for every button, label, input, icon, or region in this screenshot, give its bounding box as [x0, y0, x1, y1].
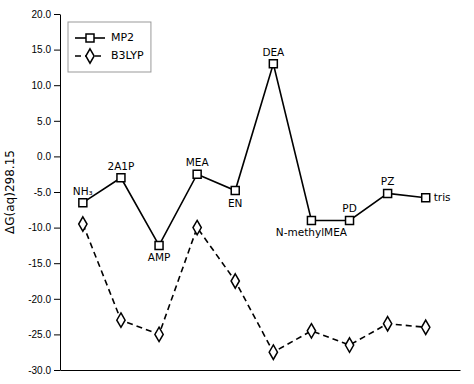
y-tick: -10.0 [28, 222, 60, 233]
marks [79, 60, 430, 360]
annotation: tris [434, 191, 451, 203]
annotation: PD [342, 202, 356, 214]
series-marker [384, 189, 392, 197]
plot: -30.0 -25.0 -20.0 -15.0 -10.0 -5.0 0.0 5.0 10.0 1… [3, 9, 461, 376]
y-tick: -15.0 [28, 258, 60, 269]
y-tick-mark [54, 299, 60, 300]
legend-marker [86, 34, 94, 42]
legend: MP2 B3LYP [68, 22, 151, 72]
annotation: DEA [262, 46, 285, 58]
y-tick-label: -20.0 [28, 294, 51, 305]
series-marker [117, 174, 125, 182]
y-tick-label: -5.0 [34, 187, 52, 198]
y-tick-label: -10.0 [28, 222, 51, 233]
series-marker [307, 216, 315, 224]
annotation: AMP [148, 251, 171, 263]
series-marker [346, 216, 354, 224]
annotation: NH₃ [73, 185, 93, 197]
y-tick: 20.0 [32, 9, 60, 20]
series-marker [422, 194, 430, 202]
series-line [83, 64, 426, 246]
series-marker [307, 324, 315, 338]
y-tick: -5.0 [34, 187, 60, 198]
series-marker [193, 220, 201, 234]
y-tick-label: 15.0 [32, 44, 52, 55]
y-tick: -30.0 [28, 365, 60, 376]
y-tick: 15.0 [32, 44, 60, 55]
annotation: MEA [186, 156, 210, 168]
legend-marker [86, 49, 94, 63]
legend-label: B3LYP [111, 49, 144, 62]
y-axis: -30.0 -25.0 -20.0 -15.0 -10.0 -5.0 0.0 5.0 10.0 1… [28, 9, 60, 376]
y-tick-mark [54, 370, 60, 371]
series-marker [117, 313, 125, 327]
chart: -30.0 -25.0 -20.0 -15.0 -10.0 -5.0 0.0 5.0 10.0 1… [0, 0, 474, 384]
series-line [83, 224, 426, 352]
y-tick: -20.0 [28, 294, 60, 305]
y-tick-mark [54, 85, 60, 86]
y-tick: 5.0 [37, 116, 60, 127]
y-tick: -25.0 [28, 329, 60, 340]
y-tick-mark [54, 334, 60, 335]
y-tick-mark [54, 121, 60, 122]
y-tick-label: -30.0 [28, 365, 51, 376]
series-marker [345, 338, 353, 352]
series-marker [193, 170, 201, 178]
y-tick-mark [54, 192, 60, 193]
y-tick-label: -15.0 [28, 258, 51, 269]
series-marker [269, 60, 277, 68]
annotation: EN [228, 197, 243, 209]
annotations: NH₃ 2A1P AMP MEA EN DEA N-methylMEA PD PZ tris [73, 46, 451, 264]
series-marker [79, 199, 87, 207]
series-marker [231, 274, 239, 288]
series-marker [383, 317, 391, 331]
series-marker [155, 241, 163, 249]
y-tick-label: 0.0 [37, 151, 51, 162]
y-tick: 10.0 [32, 80, 60, 91]
x-axis [61, 370, 461, 371]
series-marker [422, 320, 430, 334]
legend-item: MP2 [75, 31, 134, 44]
annotation: PZ [381, 175, 395, 187]
series-marker [155, 327, 163, 341]
legend-item: B3LYP [75, 49, 144, 63]
y-tick-mark [54, 156, 60, 157]
y-axis-line [60, 15, 61, 371]
y-tick-label: 20.0 [32, 9, 52, 20]
y-tick: 0.0 [37, 151, 60, 162]
legend-box [68, 22, 151, 72]
y-axis-title: ΔG(aq)298.15 [3, 150, 17, 234]
y-tick-mark [54, 14, 60, 15]
y-tick-label: -25.0 [28, 329, 51, 340]
y-tick-mark [54, 228, 60, 229]
legend-label: MP2 [111, 31, 134, 44]
y-tick-label: 5.0 [37, 116, 51, 127]
x-axis-line [61, 370, 461, 371]
y-tick-label: 10.0 [32, 80, 52, 91]
y-tick-mark [54, 50, 60, 51]
series-marker [231, 187, 239, 195]
annotation: N-methylMEA [276, 226, 348, 238]
annotation: 2A1P [108, 160, 135, 172]
y-tick-mark [54, 263, 60, 264]
series-marker [79, 217, 87, 231]
series-marker [269, 345, 277, 359]
